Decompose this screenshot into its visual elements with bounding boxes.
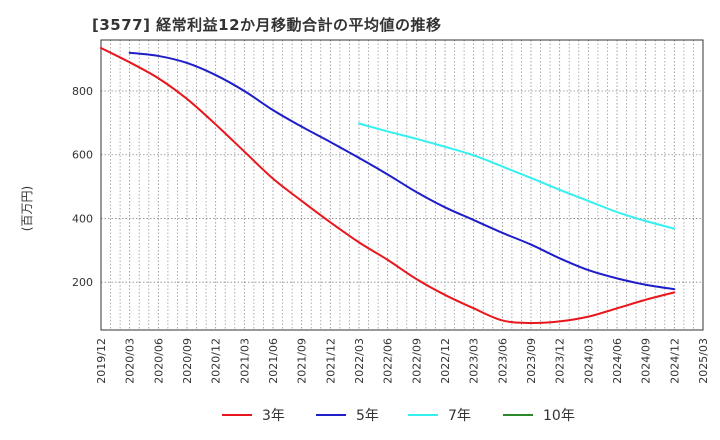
plot-area xyxy=(101,40,703,330)
x-tick-label: 2019/12 xyxy=(95,338,108,384)
legend-label: 10年 xyxy=(543,408,575,424)
x-tick-label: 2021/09 xyxy=(296,338,309,384)
legend-swatch xyxy=(222,414,252,416)
x-tick-label: 2023/03 xyxy=(468,338,481,384)
x-tick-label: 2021/03 xyxy=(238,338,251,384)
x-tick-label: 2021/06 xyxy=(267,338,280,384)
legend-item-4: 10年 xyxy=(503,404,575,426)
series-line-3 xyxy=(358,122,676,230)
legend-label: 5年 xyxy=(356,408,379,424)
y-tick-label: 600 xyxy=(72,149,93,162)
x-tick-label: 2025/03 xyxy=(697,338,710,384)
legend-label: 3年 xyxy=(262,408,285,424)
legend-swatch xyxy=(316,414,346,416)
x-tick-label: 2024/03 xyxy=(582,338,595,384)
x-tick-label: 2022/03 xyxy=(353,338,366,384)
x-tick-label: 2024/06 xyxy=(611,338,624,384)
x-tick-label: 2022/12 xyxy=(439,338,452,384)
legend-item-2: 5年 xyxy=(316,404,379,426)
x-tick-label: 2020/06 xyxy=(152,338,165,384)
x-tick-label: 2024/09 xyxy=(640,338,653,384)
y-tick-label: 800 xyxy=(72,85,93,98)
x-tick-label: 2023/06 xyxy=(496,338,509,384)
series-line-2 xyxy=(128,51,676,291)
x-tick-label: 2023/12 xyxy=(554,338,567,384)
chart-title: [3577] 経常利益12か月移動合計の平均値の推移 xyxy=(92,16,442,34)
legend-label: 7年 xyxy=(448,408,471,424)
legend-swatch xyxy=(503,414,533,416)
y-tick-label: 200 xyxy=(72,276,93,289)
y-tick-label: 400 xyxy=(72,212,93,225)
x-tick-label: 2020/09 xyxy=(181,338,194,384)
x-tick-label: 2024/12 xyxy=(668,338,681,384)
legend-swatch xyxy=(408,414,438,416)
x-tick-label: 2022/09 xyxy=(410,338,423,384)
series-line-1 xyxy=(100,46,676,325)
x-tick-label: 2020/12 xyxy=(210,338,223,384)
x-tick-label: 2020/03 xyxy=(124,338,137,384)
x-tick-label: 2023/09 xyxy=(525,338,538,384)
x-tick-label: 2021/12 xyxy=(324,338,337,384)
legend-item-1: 3年 xyxy=(222,404,285,426)
x-tick-label: 2022/06 xyxy=(382,338,395,384)
legend-item-3: 7年 xyxy=(408,404,471,426)
chart-legend: 3年 5年 7年 10年 xyxy=(0,404,720,426)
plot-border xyxy=(100,39,704,331)
